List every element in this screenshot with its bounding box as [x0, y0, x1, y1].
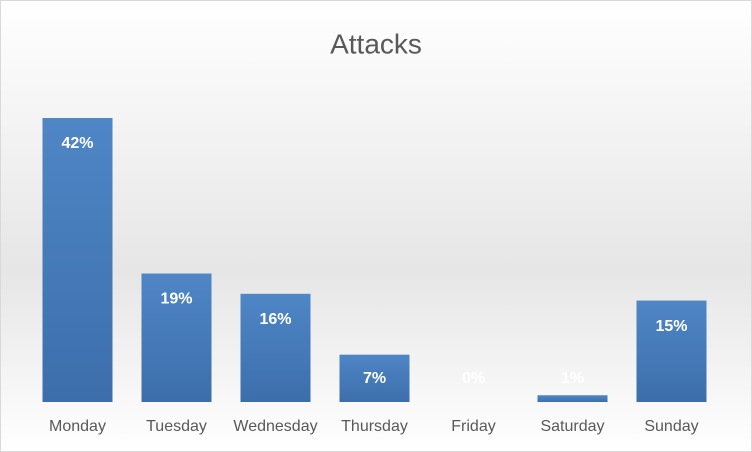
bar [42, 118, 113, 402]
bar [636, 300, 707, 402]
data-label: 1% [561, 370, 584, 387]
x-tick-label: Saturday [540, 418, 604, 435]
x-tick-label: Tuesday [146, 418, 207, 435]
data-label: 15% [655, 318, 687, 335]
x-tick-label: Friday [451, 418, 495, 435]
data-label: 16% [259, 311, 291, 328]
bar [537, 395, 608, 402]
data-label: 19% [160, 291, 192, 308]
x-tick-label: Monday [49, 418, 106, 435]
x-tick-label: Wednesday [233, 418, 317, 435]
bar [339, 354, 410, 402]
chart-title: Attacks [330, 28, 422, 59]
bar [141, 273, 212, 402]
x-tick-label: Sunday [644, 418, 698, 435]
data-label: 7% [363, 370, 386, 387]
bar [240, 293, 311, 402]
data-label: 0% [462, 370, 485, 387]
data-label: 42% [61, 135, 93, 152]
x-tick-label: Thursday [341, 418, 408, 435]
